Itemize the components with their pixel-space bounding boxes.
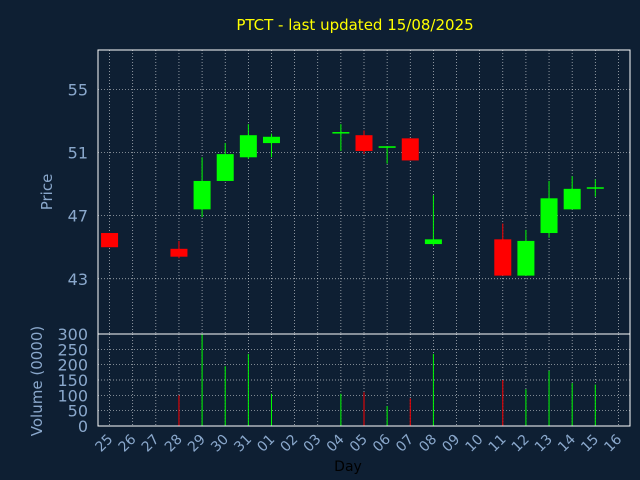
volume-panel-frame — [97, 333, 631, 427]
price-tick-label: 51 — [68, 144, 88, 163]
candle-body — [355, 135, 373, 151]
candle-body — [239, 135, 257, 158]
volume-tick-label: 200 — [57, 356, 88, 375]
candle-body — [563, 188, 581, 210]
volume-tick-label: 100 — [57, 386, 88, 405]
price-tick-label: 55 — [68, 80, 88, 99]
volume-tick-label: 50 — [68, 402, 88, 421]
volume-y-axis-label: Volume (0000) — [28, 326, 46, 436]
candle-body — [332, 132, 350, 134]
candle-body — [401, 138, 419, 161]
y-axis-label: Price — [38, 174, 56, 211]
candle-body — [378, 146, 396, 148]
volume-bars — [178, 334, 596, 426]
price-grid — [98, 50, 630, 334]
candle-body — [101, 233, 119, 248]
candle-body — [517, 240, 535, 276]
price-tick-label: 43 — [68, 270, 88, 289]
volume-tick-label: 150 — [57, 371, 88, 390]
candle-body — [540, 198, 558, 234]
price-tick-label: 47 — [68, 207, 88, 226]
axes — [97, 49, 631, 427]
candle-body — [216, 154, 234, 181]
volume-tick-label: 0 — [78, 417, 88, 436]
candle-body — [586, 187, 604, 189]
candle-body — [170, 248, 188, 257]
candle-body — [494, 239, 512, 276]
x-axis-label: Day — [334, 459, 362, 475]
candle-body — [424, 239, 442, 245]
volume-tick-label: 250 — [57, 340, 88, 359]
candle-body — [262, 136, 280, 144]
candle-body — [193, 180, 211, 210]
chart-title: PTCT - last updated 15/08/2025 — [236, 16, 473, 34]
volume-tick-label: 300 — [57, 325, 88, 344]
price-candles — [101, 124, 604, 276]
